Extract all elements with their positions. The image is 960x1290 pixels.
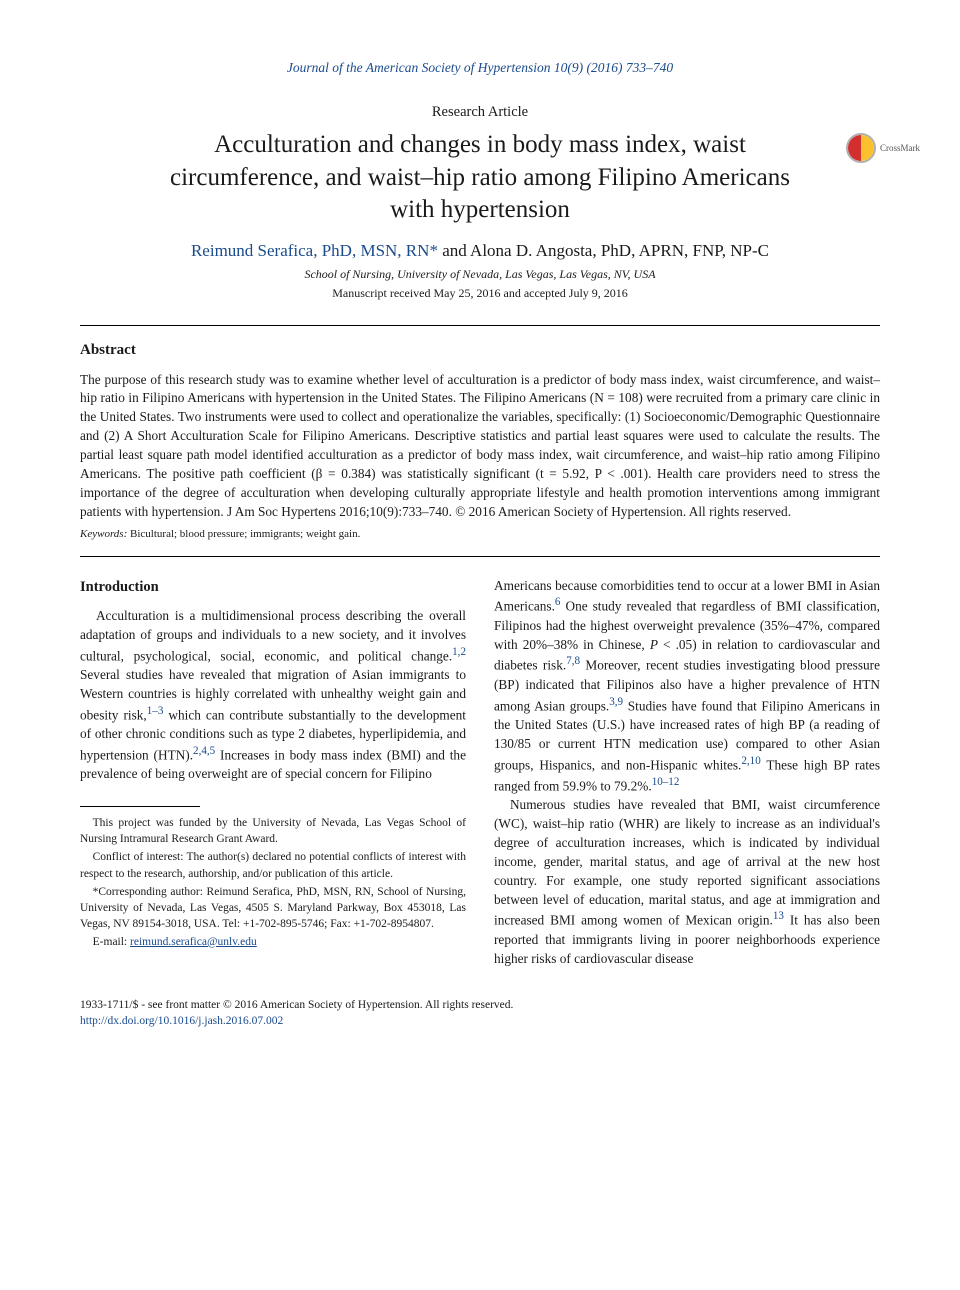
page-footer: 1933-1711/$ - see front matter © 2016 Am… <box>80 997 880 1029</box>
body-columns: Introduction Acculturation is a multidim… <box>80 577 880 969</box>
intro-para-2: Americans because comorbidities tend to … <box>494 577 880 797</box>
crossmark-icon <box>846 133 876 163</box>
ref-link[interactable]: 7,8 <box>566 655 580 667</box>
email-label: E-mail: <box>93 936 130 948</box>
footnote-conflict: Conflict of interest: The author(s) decl… <box>80 849 466 881</box>
doi-link[interactable]: http://dx.doi.org/10.1016/j.jash.2016.07… <box>80 1015 283 1027</box>
text-ital: P <box>650 637 658 652</box>
ref-link[interactable]: 2,4,5 <box>193 745 215 757</box>
copyright-line: 1933-1711/$ - see front matter © 2016 Am… <box>80 997 880 1013</box>
author-link-1[interactable]: Reimund Serafica, PhD, MSN, RN* <box>191 241 438 260</box>
author-2: Alona D. Angosta, PhD, APRN, FNP, NP-C <box>470 241 769 260</box>
affiliation: School of Nursing, University of Nevada,… <box>80 267 880 282</box>
ref-link[interactable]: 2,10 <box>741 755 760 767</box>
keywords-text: Bicultural; blood pressure; immigrants; … <box>127 528 360 540</box>
abstract-body: The purpose of this research study was t… <box>80 371 880 522</box>
article-title: Acculturation and changes in body mass i… <box>170 129 790 227</box>
footnote-corresponding: *Corresponding author: Reimund Serafica,… <box>80 884 466 932</box>
email-link[interactable]: reimund.serafica@unlv.edu <box>130 936 257 948</box>
intro-heading: Introduction <box>80 577 466 598</box>
author-sep: and <box>438 241 470 260</box>
footnotes-separator <box>80 806 200 807</box>
ref-link[interactable]: 10–12 <box>652 776 680 788</box>
intro-para-3: Numerous studies have revealed that BMI,… <box>494 796 880 968</box>
ref-link[interactable]: 1,2 <box>452 646 466 658</box>
article-type: Research Article <box>80 104 880 121</box>
text: Numerous studies have revealed that BMI,… <box>494 797 880 928</box>
crossmark-badge[interactable]: CrossMark <box>846 133 920 163</box>
corresponding-marker: * <box>429 241 438 260</box>
title-row: Acculturation and changes in body mass i… <box>80 129 880 241</box>
ref-link[interactable]: 3,9 <box>609 696 623 708</box>
authors: Reimund Serafica, PhD, MSN, RN* and Alon… <box>80 241 880 261</box>
author-1: Reimund Serafica, PhD, MSN, RN <box>191 241 429 260</box>
journal-header: Journal of the American Society of Hyper… <box>80 60 880 76</box>
manuscript-dates: Manuscript received May 25, 2016 and acc… <box>80 286 880 301</box>
keywords-label: Keywords: <box>80 528 127 540</box>
rule-top <box>80 325 880 326</box>
text: Acculturation is a multidimensional proc… <box>80 608 466 663</box>
abstract-heading: Abstract <box>80 342 880 359</box>
ref-link[interactable]: 1–3 <box>147 705 164 717</box>
ref-link[interactable]: 13 <box>773 910 784 922</box>
column-right: Americans because comorbidities tend to … <box>494 577 880 969</box>
footnote-email: E-mail: reimund.serafica@unlv.edu <box>80 934 466 950</box>
footnote-funding: This project was funded by the Universit… <box>80 815 466 847</box>
crossmark-label: CrossMark <box>880 143 920 153</box>
keywords: Keywords: Bicultural; blood pressure; im… <box>80 528 880 540</box>
column-left: Introduction Acculturation is a multidim… <box>80 577 466 969</box>
intro-para-1: Acculturation is a multidimensional proc… <box>80 607 466 784</box>
rule-bottom <box>80 556 880 557</box>
